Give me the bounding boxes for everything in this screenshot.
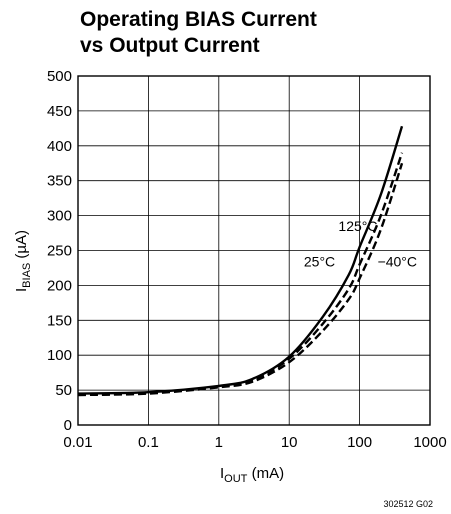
y-tick-label: 100 (47, 347, 72, 364)
series-line-1 (77, 152, 404, 396)
y-tick-label: 500 (47, 68, 72, 85)
y-axis-label: IBIAS (µA) (13, 230, 33, 292)
chart-title-line-2: vs Output Current (80, 34, 260, 57)
x-axis-label-main: I (220, 465, 224, 482)
series-line-2 (77, 162, 404, 397)
y-tick-labels: 0 50 100 150 200 250 300 350 400 450 500 (47, 68, 72, 434)
y-tick-label: 150 (47, 312, 72, 329)
data-series (77, 125, 404, 397)
y-tick-label: 450 (47, 103, 72, 120)
x-tick-label: 10 (281, 434, 298, 451)
figure-id: 302512 G02 (383, 499, 433, 509)
series-annotation-1: 25°C (304, 254, 335, 270)
y-tick-label: 350 (47, 173, 72, 190)
x-axis-label-unit: (mA) (247, 465, 284, 482)
y-tick-label: 0 (64, 417, 72, 434)
plot-frame (77, 75, 431, 426)
series-annotation-2: −40°C (378, 254, 417, 270)
y-tick-label: 400 (47, 138, 72, 155)
y-tick-label: 50 (55, 382, 72, 399)
x-tick-label: 1000 (413, 434, 446, 451)
x-tick-label: 0.01 (63, 434, 92, 451)
x-axis-label-sub: OUT (224, 473, 248, 485)
x-tick-labels: 0.01 0.1 1 10 100 1000 (63, 434, 446, 451)
series-annotations: 125°C 25°C −40°C (304, 218, 417, 270)
chart-title-line-1: Operating BIAS Current (80, 8, 317, 31)
y-tick-label: 200 (47, 277, 72, 294)
y-axis-label-sub: BIAS (21, 263, 33, 288)
series-annotation-0: 125°C (338, 218, 377, 234)
y-tick-label: 300 (47, 208, 72, 225)
x-tick-label: 0.1 (138, 434, 159, 451)
y-axis-label-main: I (13, 288, 30, 292)
y-tick-label: 250 (47, 243, 72, 260)
series-line-0 (77, 125, 404, 395)
x-tick-label: 100 (347, 434, 372, 451)
x-tick-label: 1 (215, 434, 223, 451)
y-axis-label-unit: (µA) (13, 230, 30, 263)
x-axis-label: IOUT (mA) (220, 465, 284, 485)
grid-lines (77, 75, 431, 426)
